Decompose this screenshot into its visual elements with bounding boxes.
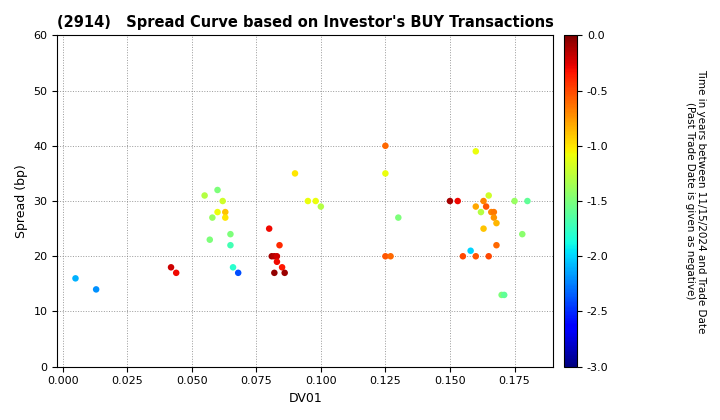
Point — [266, 253, 277, 260]
Point — [465, 247, 477, 254]
Point — [491, 242, 503, 249]
Point — [496, 291, 508, 298]
Point — [220, 209, 231, 215]
Point — [483, 192, 495, 199]
Point — [470, 253, 482, 260]
Point — [271, 258, 283, 265]
Point — [302, 198, 314, 205]
Point — [522, 198, 534, 205]
Point — [276, 264, 288, 270]
Point — [171, 270, 182, 276]
Point — [91, 286, 102, 293]
Point — [491, 220, 503, 226]
Text: (2914)   Spread Curve based on Investor's BUY Transactions: (2914) Spread Curve based on Investor's … — [58, 15, 554, 30]
Point — [498, 291, 510, 298]
Point — [457, 253, 469, 260]
Point — [392, 214, 404, 221]
Point — [315, 203, 327, 210]
Point — [207, 214, 218, 221]
Point — [475, 209, 487, 215]
Point — [233, 270, 244, 276]
Point — [199, 192, 210, 199]
Point — [217, 198, 228, 205]
Point — [509, 198, 521, 205]
Point — [485, 209, 497, 215]
Point — [470, 203, 482, 210]
Point — [269, 253, 280, 260]
Point — [310, 198, 321, 205]
Point — [271, 253, 283, 260]
Point — [480, 203, 492, 210]
Point — [289, 170, 301, 177]
Point — [516, 231, 528, 238]
Y-axis label: Spread (bp): Spread (bp) — [15, 164, 28, 238]
Point — [228, 264, 239, 270]
Point — [212, 209, 223, 215]
Point — [225, 242, 236, 249]
Point — [264, 225, 275, 232]
Point — [279, 270, 290, 276]
Point — [452, 198, 464, 205]
Point — [212, 186, 223, 193]
Point — [166, 264, 177, 270]
Point — [444, 198, 456, 205]
Point — [379, 142, 391, 149]
Point — [269, 270, 280, 276]
Point — [384, 253, 396, 260]
Point — [70, 275, 81, 282]
Point — [483, 253, 495, 260]
Y-axis label: Time in years between 11/15/2024 and Trade Date
(Past Trade Date is given as neg: Time in years between 11/15/2024 and Tra… — [685, 69, 706, 333]
Point — [379, 253, 391, 260]
Point — [478, 225, 490, 232]
Point — [204, 236, 215, 243]
Point — [379, 170, 391, 177]
Point — [488, 214, 500, 221]
Point — [274, 242, 285, 249]
X-axis label: DV01: DV01 — [289, 392, 323, 405]
Point — [488, 209, 500, 215]
Point — [225, 231, 236, 238]
Point — [478, 198, 490, 205]
Point — [470, 148, 482, 155]
Point — [220, 214, 231, 221]
